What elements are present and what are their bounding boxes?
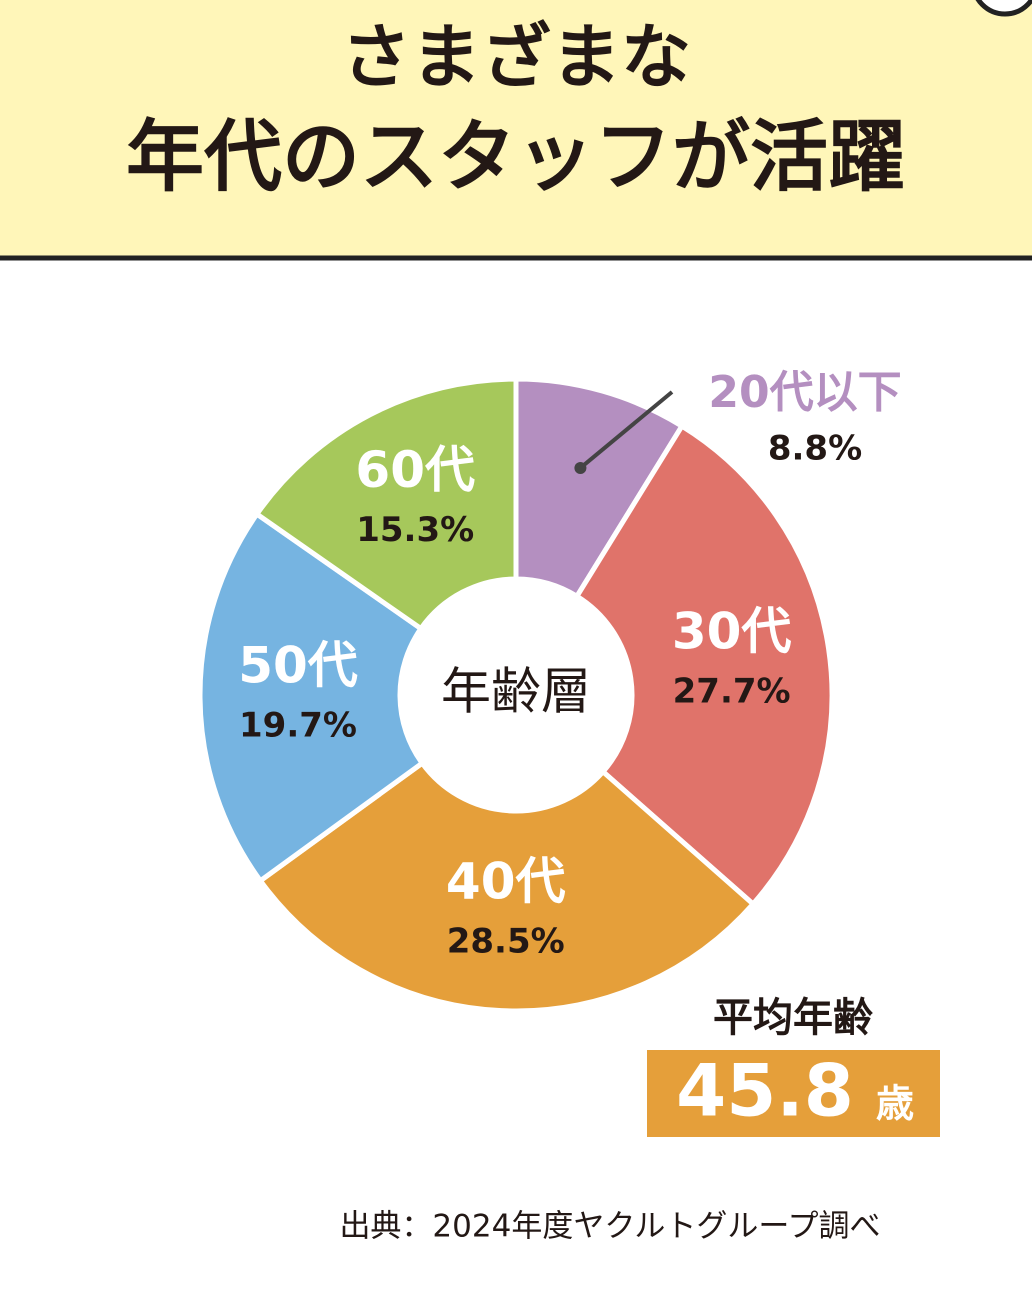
corner-decoration: [975, 0, 1032, 17]
category-label: 50代: [238, 637, 358, 695]
leader-line: [579, 390, 674, 470]
title-line: 年代のスタッフが活躍: [126, 112, 906, 202]
title-line: さまざまな: [341, 16, 691, 98]
donut: [197, 376, 835, 1014]
leader-dot: [574, 461, 587, 474]
slice: [197, 510, 426, 885]
category-label: 20代以下: [708, 367, 901, 418]
slice: [253, 376, 519, 633]
value-label: 27.7%: [673, 671, 791, 711]
average-box: [647, 1050, 940, 1137]
center-label: 年齢層: [441, 663, 591, 721]
average-label: 平均年齢: [713, 995, 873, 1041]
average-unit: 歳: [876, 1082, 914, 1126]
slice: [256, 759, 757, 1014]
average-value: 45.8: [676, 1049, 854, 1133]
source: 出典：2024年度ヤクルトグループ調べ: [339, 1209, 880, 1245]
value-label: 19.7%: [239, 706, 357, 746]
category-label: 60代: [355, 441, 475, 499]
donut-hole: [402, 581, 630, 809]
category-label: 40代: [446, 852, 566, 910]
title-banner: [0, 0, 1032, 256]
value-label: 8.8%: [768, 429, 862, 469]
category-label: 30代: [672, 602, 792, 660]
value-label: 15.3%: [356, 510, 474, 550]
value-label: 28.5%: [447, 921, 565, 961]
slice: [573, 422, 835, 908]
